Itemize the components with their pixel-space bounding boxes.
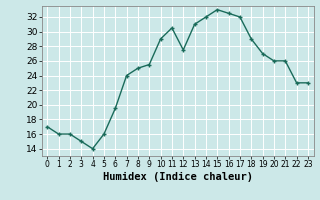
X-axis label: Humidex (Indice chaleur): Humidex (Indice chaleur) — [103, 172, 252, 182]
